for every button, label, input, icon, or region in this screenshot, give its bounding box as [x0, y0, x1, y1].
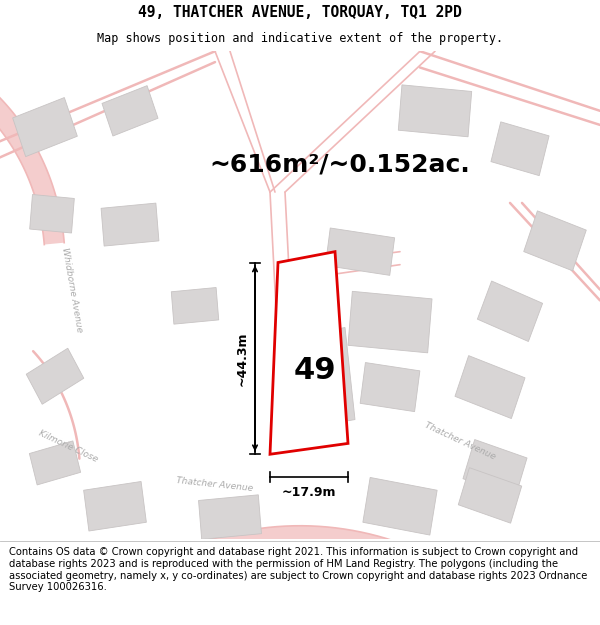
Text: Contains OS data © Crown copyright and database right 2021. This information is : Contains OS data © Crown copyright and d…: [9, 548, 587, 592]
Text: ~17.9m: ~17.9m: [282, 486, 336, 499]
Polygon shape: [398, 85, 472, 137]
Polygon shape: [13, 98, 77, 157]
Polygon shape: [363, 478, 437, 535]
Polygon shape: [290, 328, 355, 431]
Polygon shape: [29, 441, 80, 485]
Text: Kilmorie Close: Kilmorie Close: [37, 429, 99, 464]
Polygon shape: [29, 194, 74, 233]
Text: Map shows position and indicative extent of the property.: Map shows position and indicative extent…: [97, 32, 503, 45]
Text: Thatcher Avenue: Thatcher Avenue: [176, 476, 254, 493]
Polygon shape: [0, 526, 600, 625]
Polygon shape: [360, 362, 420, 412]
Polygon shape: [458, 468, 522, 523]
Polygon shape: [524, 211, 586, 271]
Polygon shape: [270, 252, 348, 454]
Text: Thatcher Avenue: Thatcher Avenue: [423, 421, 497, 462]
Text: 49, THATCHER AVENUE, TORQUAY, TQ1 2PD: 49, THATCHER AVENUE, TORQUAY, TQ1 2PD: [138, 5, 462, 20]
Text: ~616m²/~0.152ac.: ~616m²/~0.152ac.: [209, 153, 470, 177]
Polygon shape: [26, 348, 84, 404]
Polygon shape: [478, 281, 542, 341]
Text: 49: 49: [293, 356, 337, 386]
Polygon shape: [171, 288, 219, 324]
Text: ~44.3m: ~44.3m: [235, 331, 248, 386]
Polygon shape: [102, 86, 158, 136]
Polygon shape: [0, 35, 64, 244]
Polygon shape: [491, 122, 549, 176]
Polygon shape: [325, 228, 395, 276]
Polygon shape: [463, 439, 527, 497]
Text: Whidborne Avenue: Whidborne Avenue: [60, 246, 84, 332]
Polygon shape: [83, 481, 146, 531]
Polygon shape: [101, 203, 159, 246]
Polygon shape: [199, 495, 262, 539]
Polygon shape: [455, 356, 525, 419]
Polygon shape: [348, 291, 432, 353]
